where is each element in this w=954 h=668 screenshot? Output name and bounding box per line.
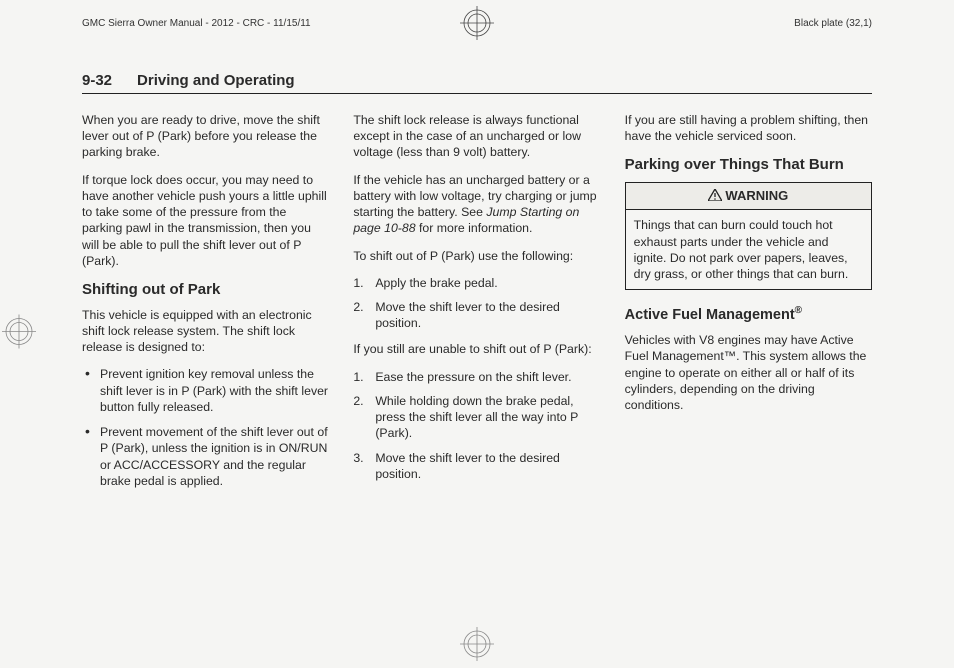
page-number: 9-32 <box>82 72 112 89</box>
list-item: 1. Apply the brake pedal. <box>353 275 600 291</box>
header-left: GMC Sierra Owner Manual - 2012 - CRC - 1… <box>82 18 311 29</box>
column-3: If you are still having a problem shifti… <box>625 112 872 499</box>
list-text: Ease the pressure on the shift lever. <box>375 370 571 384</box>
paragraph: This vehicle is equipped with an electro… <box>82 307 329 356</box>
list-number: 3. <box>353 450 363 466</box>
page-header: 9-32 Driving and Operating <box>82 72 872 94</box>
list-item: Prevent ignition key removal unless the … <box>82 366 329 415</box>
paragraph: Vehicles with V8 engines may have Active… <box>625 332 872 413</box>
page-content: 9-32 Driving and Operating When you are … <box>82 72 872 618</box>
list-number: 2. <box>353 393 363 409</box>
columns: When you are ready to drive, move the sh… <box>82 112 872 499</box>
print-header: GMC Sierra Owner Manual - 2012 - CRC - 1… <box>82 18 872 29</box>
paragraph: If torque lock does occur, you may need … <box>82 172 329 269</box>
paragraph: If the vehicle has an uncharged battery … <box>353 172 600 237</box>
text-run: for more information. <box>416 221 533 235</box>
heading-active-fuel-management: Active Fuel Management® <box>625 304 872 325</box>
heading-text: Active Fuel Management <box>625 307 795 323</box>
list-item: 2. While holding down the brake pedal, pr… <box>353 393 600 442</box>
paragraph: If you are still having a problem shifti… <box>625 112 872 144</box>
paragraph: To shift out of P (Park) use the followi… <box>353 248 600 264</box>
list-item: 3. Move the shift lever to the desired po… <box>353 450 600 482</box>
section-title: Driving and Operating <box>137 72 295 89</box>
paragraph: If you still are unable to shift out of … <box>353 341 600 357</box>
registration-mark-left <box>2 315 36 354</box>
warning-body: Things that can burn could touch hot exh… <box>626 210 871 289</box>
list-item: Prevent movement of the shift lever out … <box>82 424 329 489</box>
warning-label: WARNING <box>725 188 788 203</box>
bullet-list: Prevent ignition key removal unless the … <box>82 366 329 489</box>
warning-icon <box>708 188 722 205</box>
registered-mark: ® <box>795 305 802 316</box>
list-text: Move the shift lever to the desired posi… <box>375 300 560 330</box>
paragraph: The shift lock release is always functio… <box>353 112 600 161</box>
heading-shifting-out-of-park: Shifting out of Park <box>82 280 329 300</box>
column-1: When you are ready to drive, move the sh… <box>82 112 329 499</box>
list-number: 2. <box>353 299 363 315</box>
list-text: While holding down the brake pedal, pres… <box>375 394 578 440</box>
list-item: 2. Move the shift lever to the desired po… <box>353 299 600 331</box>
list-item: 1. Ease the pressure on the shift lever. <box>353 369 600 385</box>
list-text: Apply the brake pedal. <box>375 276 497 290</box>
header-right: Black plate (32,1) <box>794 18 872 29</box>
list-number: 1. <box>353 275 363 291</box>
registration-mark-bottom <box>460 627 494 666</box>
numbered-list: 1.Ease the pressure on the shift lever. … <box>353 369 600 482</box>
column-2: The shift lock release is always functio… <box>353 112 600 499</box>
warning-box: WARNING Things that can burn could touch… <box>625 182 872 290</box>
warning-title: WARNING <box>626 183 871 210</box>
numbered-list: 1. Apply the brake pedal. 2. Move the shif… <box>353 275 600 332</box>
heading-parking-over-things: Parking over Things That Burn <box>625 155 872 175</box>
paragraph: When you are ready to drive, move the sh… <box>82 112 329 161</box>
list-text: Move the shift lever to the desired posi… <box>375 451 560 481</box>
list-number: 1. <box>353 369 363 385</box>
